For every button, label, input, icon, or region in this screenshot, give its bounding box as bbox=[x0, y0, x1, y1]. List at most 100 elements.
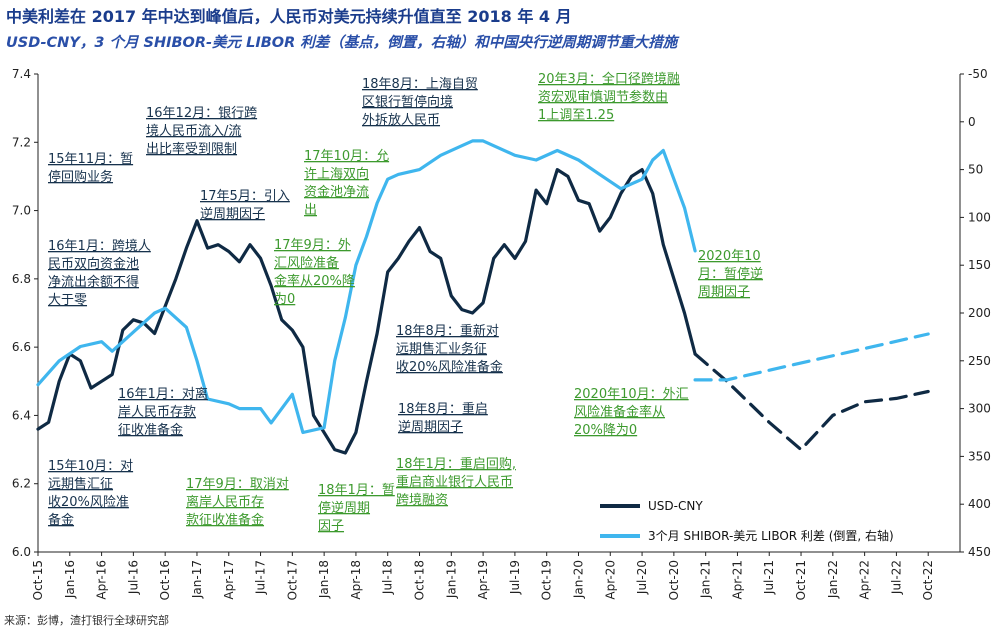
chart-title: 中美利差在 2017 年中达到峰值后，人民币对美元持续升值直至 2018 年 4… bbox=[6, 7, 572, 26]
annotation-text: 2020年10月：外汇 bbox=[574, 387, 689, 402]
right-tick-label: 450 bbox=[968, 545, 991, 559]
annotation-text: 资宏观审慎调节参数由 bbox=[538, 89, 668, 105]
annotation-text: 境人民币流入/流 bbox=[146, 124, 241, 139]
annotation-text: 因子 bbox=[318, 519, 344, 534]
left-tick-label: 7.2 bbox=[12, 135, 31, 149]
annotation-text: 18年1月：暂 bbox=[318, 483, 395, 498]
annotation-text: 民币双向资金池 bbox=[48, 256, 139, 272]
x-tick-label: Oct-17 bbox=[285, 560, 299, 600]
x-tick-label: Jul-18 bbox=[381, 560, 395, 595]
annotation-text: 停回购业务 bbox=[48, 169, 113, 185]
right-tick-label: 150 bbox=[968, 258, 991, 272]
x-tick-label: Oct-15 bbox=[31, 560, 45, 600]
annotation-text: 17年9月：取消对 bbox=[186, 477, 289, 492]
right-tick-label: 400 bbox=[968, 497, 991, 511]
annotation-text: 18年8月：重启 bbox=[398, 401, 488, 417]
left-tick-label: 6.6 bbox=[12, 340, 31, 354]
x-tick-label: Oct-18 bbox=[413, 560, 427, 600]
annotation-text: 收20%风险准 bbox=[48, 495, 129, 510]
annotation-text: 为0 bbox=[274, 292, 295, 307]
annotation-text: 跨境融资 bbox=[396, 493, 448, 508]
left-tick-label: 6.2 bbox=[12, 477, 31, 491]
annotation-text: 备金 bbox=[48, 512, 74, 528]
x-tick-label: Oct-19 bbox=[540, 560, 554, 600]
annotation-text: 款征收准备金 bbox=[186, 512, 264, 528]
annotation-text: 15年11月：暂 bbox=[48, 152, 133, 167]
annotation-text: 净流出余额不得 bbox=[48, 274, 139, 290]
annotation-text: 征收准备金 bbox=[118, 422, 183, 438]
annotation-text: 18年8月：上海自贸 bbox=[362, 77, 478, 92]
annotation-text: 17年10月：允 bbox=[304, 148, 389, 164]
x-tick-label: Jan-16 bbox=[63, 560, 77, 599]
annotation-text: 1上调至1.25 bbox=[538, 108, 614, 123]
x-tick-label: Apr-20 bbox=[603, 560, 617, 600]
usdcny-forecast-line bbox=[693, 352, 930, 452]
annotation-text: 逆周期因子 bbox=[398, 419, 463, 435]
x-tick-label: Apr-16 bbox=[95, 560, 109, 600]
usdcny-line bbox=[36, 168, 697, 455]
annotation-text: 18年1月：重启回购, bbox=[396, 456, 516, 472]
left-tick-label: 7.4 bbox=[12, 67, 31, 81]
annotation-text: 远期售汇业务征 bbox=[396, 341, 487, 357]
x-tick-label: Apr-18 bbox=[349, 560, 363, 600]
right-tick-label: 50 bbox=[968, 163, 983, 177]
annotation-text: 17年5月：引入 bbox=[200, 189, 290, 204]
annotation-text: 15年10月：对 bbox=[48, 459, 133, 474]
left-tick-label: 6.0 bbox=[12, 545, 31, 559]
x-tick-label: Jan-21 bbox=[699, 560, 713, 599]
x-tick-label: Jan-19 bbox=[444, 560, 458, 599]
annotation-text: 20%降为0 bbox=[574, 423, 637, 438]
annotation-text: 收20%风险准备金 bbox=[396, 359, 503, 375]
annotation-text: 停逆周期 bbox=[318, 500, 370, 516]
annotation-text: 出 bbox=[304, 203, 317, 218]
left-tick-label: 6.4 bbox=[12, 408, 31, 422]
annotation-text: 离岸人民币存 bbox=[186, 494, 264, 510]
annotation-text: 大于零 bbox=[48, 293, 87, 308]
annotation-text: 逆周期因子 bbox=[200, 206, 265, 222]
x-tick-label: Jan-22 bbox=[826, 560, 840, 599]
annotation-text: 汇风险准备 bbox=[274, 255, 339, 271]
right-tick-label: 200 bbox=[968, 306, 991, 320]
chart-subtitle: USD-CNY，3 个月 SHIBOR-美元 LIBOR 利差（基点，倒置，右轴… bbox=[6, 35, 678, 51]
x-tick-label: Apr-21 bbox=[730, 560, 744, 600]
x-tick-label: Oct-22 bbox=[921, 560, 935, 600]
annotation-text: 16年1月：对离 bbox=[118, 386, 208, 402]
x-tick-label: Jul-22 bbox=[889, 560, 903, 595]
annotation-text: 16年12月：银行跨 bbox=[146, 106, 257, 121]
x-tick-label: Jan-17 bbox=[190, 560, 204, 599]
x-tick-label: Oct-16 bbox=[158, 560, 172, 600]
annotation-text: 区银行暂停向境 bbox=[362, 94, 453, 110]
x-tick-label: Jan-18 bbox=[317, 560, 331, 599]
annotation-text: 许上海双向 bbox=[304, 166, 369, 182]
annotation-text: 远期售汇征 bbox=[48, 476, 113, 492]
annotation-text: 出比率受到限制 bbox=[146, 141, 237, 157]
x-tick-label: Apr-19 bbox=[476, 560, 490, 600]
x-tick-label: Apr-17 bbox=[222, 560, 236, 600]
annotation-text: 18年8月：重新对 bbox=[396, 323, 499, 339]
legend-label-spread: 3个月 SHIBOR-美元 LIBOR 利差 (倒置, 右轴) bbox=[648, 528, 894, 543]
right-tick-label: -50 bbox=[968, 67, 988, 81]
spread-forecast-line bbox=[693, 332, 930, 382]
x-tick-label: Jul-19 bbox=[508, 560, 522, 595]
annotation-text: 16年1月：跨境人 bbox=[48, 239, 151, 254]
source-note: 来源：彭博，渣打银行全球研究部 bbox=[4, 614, 169, 627]
right-tick-label: 100 bbox=[968, 210, 991, 224]
annotation-text: 2020年10 bbox=[698, 249, 761, 264]
annotation-text: 金率从20%降 bbox=[274, 273, 355, 289]
legend-label-usdcny: USD-CNY bbox=[648, 499, 703, 513]
annotation-text: 风险准备金率从 bbox=[574, 404, 665, 420]
annotation-text: 外拆放人民币 bbox=[362, 113, 440, 128]
annotation-text: 岸人民币存款 bbox=[118, 405, 196, 420]
left-tick-label: 7.0 bbox=[12, 204, 31, 218]
right-tick-label: 250 bbox=[968, 354, 991, 368]
right-tick-label: 350 bbox=[968, 449, 991, 463]
x-tick-label: Oct-21 bbox=[794, 560, 808, 600]
x-tick-label: Jul-16 bbox=[126, 560, 140, 595]
x-tick-label: Oct-20 bbox=[667, 560, 681, 600]
annotation-text: 17年9月：外 bbox=[274, 238, 351, 253]
x-tick-label: Jan-20 bbox=[571, 560, 585, 599]
x-tick-label: Apr-22 bbox=[858, 560, 872, 600]
x-tick-label: Jul-21 bbox=[762, 560, 776, 595]
right-tick-label: 300 bbox=[968, 402, 991, 416]
